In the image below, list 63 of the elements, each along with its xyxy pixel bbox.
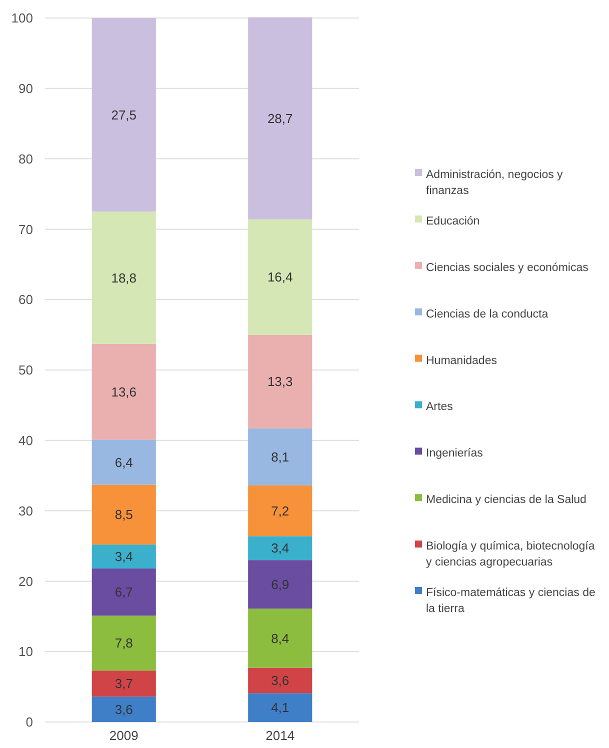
y-tick-label: 100 bbox=[11, 10, 33, 26]
legend-label: Ciencias de la conducta bbox=[426, 308, 549, 320]
data-label: 6,9 bbox=[271, 576, 290, 592]
data-label: 16,4 bbox=[267, 270, 293, 285]
data-label: 3,4 bbox=[271, 540, 290, 556]
bar bbox=[92, 344, 156, 440]
bar bbox=[248, 334, 312, 428]
y-tick-label: 70 bbox=[18, 222, 33, 237]
bar bbox=[92, 544, 156, 569]
bar bbox=[92, 440, 156, 485]
data-label: 3,7 bbox=[114, 676, 133, 692]
bar bbox=[248, 536, 312, 560]
bar bbox=[248, 17, 312, 220]
y-tick-label: 90 bbox=[18, 80, 33, 96]
bar bbox=[92, 484, 156, 545]
legend-label: Administración, negocios y finanzas bbox=[426, 169, 564, 197]
data-label: 6,4 bbox=[114, 454, 133, 470]
bar bbox=[92, 696, 156, 722]
y-tick-label: 0 bbox=[26, 714, 33, 730]
data-label: 8,1 bbox=[271, 449, 290, 464]
legend-label: Ciencias sociales y económicas bbox=[426, 262, 589, 274]
data-label: 3,6 bbox=[114, 702, 133, 717]
data-label: 13,6 bbox=[111, 384, 137, 400]
bar bbox=[248, 608, 312, 668]
data-label: 7,2 bbox=[271, 503, 290, 518]
bar bbox=[248, 428, 312, 486]
data-label: 8,4 bbox=[271, 630, 290, 646]
legend-label: Educación bbox=[426, 215, 480, 228]
y-tick-label: 60 bbox=[18, 292, 33, 308]
data-label: 13,3 bbox=[267, 374, 293, 390]
y-tick-label: 40 bbox=[18, 432, 33, 448]
bar bbox=[92, 568, 156, 616]
legend-label: Artes bbox=[426, 401, 454, 414]
y-tick-label: 80 bbox=[18, 151, 33, 166]
data-label: 4,1 bbox=[271, 700, 290, 716]
data-label: 18,8 bbox=[111, 270, 137, 286]
data-label: 28,7 bbox=[267, 110, 293, 126]
x-tick-label: 2009 bbox=[109, 728, 138, 743]
bar bbox=[248, 693, 312, 722]
data-label: 3,4 bbox=[114, 549, 133, 564]
bar bbox=[248, 485, 312, 536]
bar bbox=[248, 560, 312, 609]
legend-label: Medicina y ciencias de la Salud bbox=[426, 494, 586, 506]
bar bbox=[248, 668, 312, 694]
legend-label: Humanidades bbox=[426, 354, 498, 367]
legend-label: Ingenierías bbox=[426, 448, 484, 460]
x-tick-label: 2014 bbox=[266, 728, 295, 743]
y-tick-label: 20 bbox=[18, 574, 33, 589]
legend-label: Biología y química, biotecnología y ciencias agropecuarias bbox=[426, 540, 596, 569]
data-label: 3,6 bbox=[271, 673, 290, 688]
bar bbox=[92, 616, 156, 671]
legend-label: Físico-matemáticas y ciencias de la tierra bbox=[426, 587, 596, 615]
bar bbox=[248, 219, 312, 335]
y-tick-label: 50 bbox=[18, 362, 33, 378]
data-label: 27,5 bbox=[111, 107, 137, 122]
y-tick-label: 30 bbox=[18, 503, 33, 518]
data-label: 7,8 bbox=[114, 636, 133, 651]
bar bbox=[92, 18, 156, 212]
data-label: 6,7 bbox=[114, 584, 133, 600]
bar bbox=[92, 670, 156, 697]
data-label: 8,5 bbox=[114, 507, 133, 522]
bar bbox=[92, 212, 156, 344]
y-tick-label: 10 bbox=[18, 644, 33, 660]
